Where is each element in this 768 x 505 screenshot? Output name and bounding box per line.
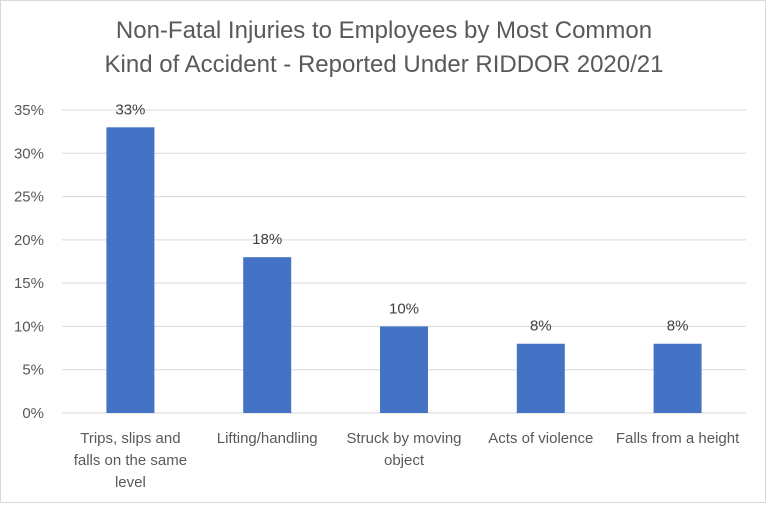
y-axis-ticks: 0% 5% 10% 15% 20% 25% 30% 35% — [14, 102, 44, 422]
y-tick-label: 10% — [14, 318, 44, 335]
chart-title-line-1: Non-Fatal Injuries to Employees by Most … — [115, 17, 653, 44]
data-labels: 33% 18% 10% 8% 8% — [115, 101, 688, 334]
data-label: 33% — [115, 101, 145, 118]
data-label: 18% — [252, 231, 282, 248]
bar — [516, 343, 565, 413]
chart-title-line-2: Kind of Accident - Reported Under RIDDOR… — [104, 51, 664, 78]
category-label: falls on the same — [74, 452, 187, 469]
y-tick-label: 20% — [14, 232, 44, 249]
category-label: object — [384, 452, 425, 469]
data-label: 10% — [389, 300, 419, 317]
bar — [243, 257, 292, 413]
y-tick-label: 5% — [22, 362, 44, 379]
bars — [106, 127, 702, 414]
category-label: Falls from a height — [616, 430, 740, 447]
category-label: Struck by moving — [346, 430, 461, 447]
y-tick-label: 30% — [14, 145, 44, 162]
data-label: 8% — [667, 318, 689, 335]
y-tick-label: 15% — [14, 275, 44, 292]
bar — [106, 127, 155, 414]
x-axis-labels: Trips, slips and falls on the same level Li… — [74, 430, 740, 491]
y-tick-label: 0% — [22, 405, 44, 422]
bar — [380, 326, 428, 413]
data-label: 8% — [530, 318, 552, 335]
category-label: Lifting/handling — [217, 430, 318, 447]
bar — [653, 343, 702, 413]
y-tick-label: 35% — [14, 102, 44, 119]
category-label: Acts of violence — [488, 430, 593, 447]
category-label: level — [115, 474, 146, 491]
category-label: Trips, slips and — [80, 430, 180, 447]
chart-title: Non-Fatal Injuries to Employees by Most … — [0, 14, 768, 82]
y-tick-label: 25% — [14, 189, 44, 206]
